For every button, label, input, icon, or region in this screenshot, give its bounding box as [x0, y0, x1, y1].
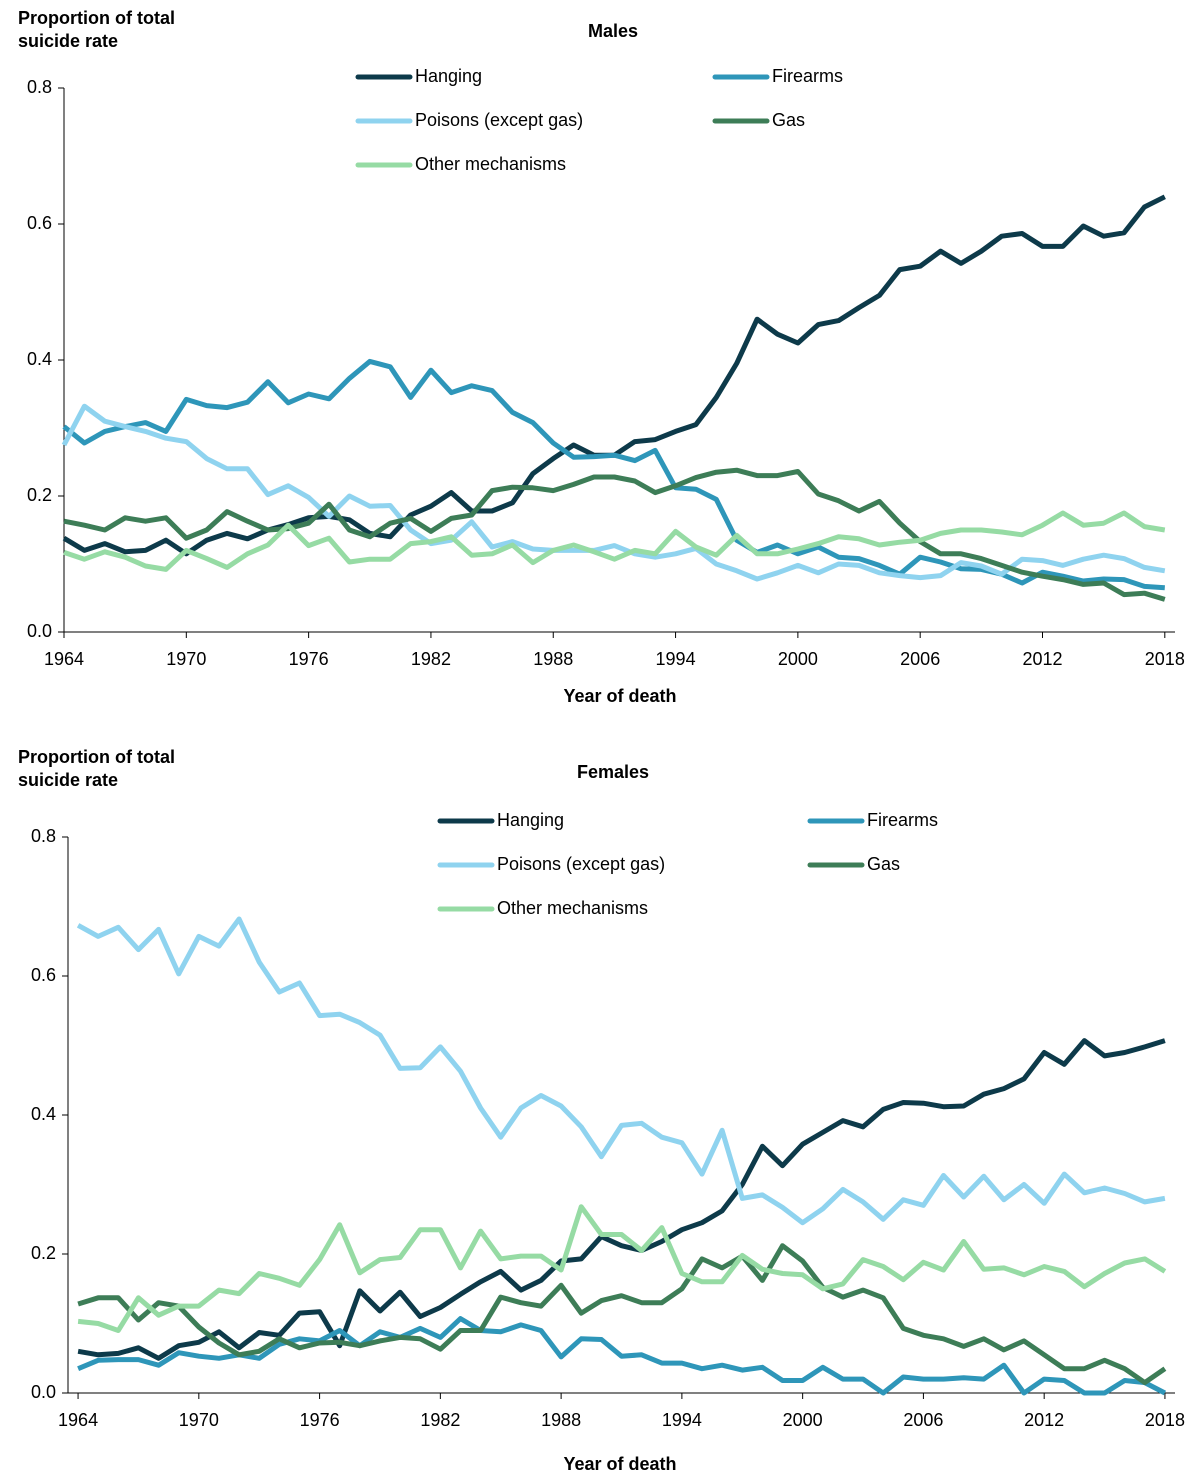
y-tick-label: 0.6 — [27, 213, 52, 233]
x-tick-label: 1994 — [662, 1410, 702, 1430]
x-tick-label: 2006 — [903, 1410, 943, 1430]
legend-label: Poisons (except gas) — [497, 854, 665, 874]
series-line — [61, 403, 1166, 582]
y-tick-label: 0.8 — [31, 826, 56, 846]
legend-label: Other mechanisms — [497, 898, 648, 918]
y-axis-title: Proportion of total suicide rate — [18, 747, 175, 790]
x-tick-label: 1982 — [411, 649, 451, 669]
series-line — [77, 1243, 1167, 1386]
x-axis-title: Year of death — [563, 686, 676, 706]
y-tick-label: 0.0 — [27, 621, 52, 641]
x-tick-label: 1964 — [44, 649, 84, 669]
x-tick-label: 2000 — [778, 649, 818, 669]
series-line — [77, 1038, 1166, 1361]
x-axis-title: Year of death — [563, 1454, 676, 1474]
x-tick-label: 1970 — [166, 649, 206, 669]
legend-label: Hanging — [415, 66, 482, 86]
series-line — [77, 1316, 1167, 1396]
x-tick-label: 1964 — [58, 1410, 98, 1430]
y-tick-label: 0.2 — [27, 485, 52, 505]
x-tick-label: 1976 — [300, 1410, 340, 1430]
x-tick-label: 1988 — [533, 649, 573, 669]
series-line — [62, 358, 1165, 591]
x-tick-label: 1988 — [541, 1410, 581, 1430]
x-tick-label: 2012 — [1024, 1410, 1064, 1430]
y-tick-label: 0.4 — [27, 349, 52, 369]
x-tick-label: 2012 — [1022, 649, 1062, 669]
series-line — [62, 194, 1166, 557]
legend-label: Hanging — [497, 810, 564, 830]
x-tick-label: 1970 — [179, 1410, 219, 1430]
series-line — [63, 510, 1166, 572]
legend-label: Gas — [772, 110, 805, 130]
y-tick-label: 0.6 — [31, 965, 56, 985]
chart-title: Females — [577, 762, 649, 782]
series-line — [77, 1204, 1167, 1333]
x-tick-label: 2006 — [900, 649, 940, 669]
series-line — [76, 916, 1166, 1226]
legend-label: Firearms — [867, 810, 938, 830]
x-tick-label: 1994 — [656, 649, 696, 669]
y-tick-label: 0.2 — [31, 1243, 56, 1263]
legend-label: Firearms — [772, 66, 843, 86]
series-line — [63, 467, 1166, 602]
y-tick-label: 0.0 — [31, 1382, 56, 1402]
x-tick-label: 1982 — [420, 1410, 460, 1430]
y-tick-label: 0.4 — [31, 1104, 56, 1124]
x-tick-label: 2018 — [1145, 1410, 1185, 1430]
legend-label: Poisons (except gas) — [415, 110, 583, 130]
y-axis-title: Proportion of total suicide rate — [18, 8, 175, 51]
legend-label: Gas — [867, 854, 900, 874]
x-tick-label: 1976 — [289, 649, 329, 669]
chart-title: Males — [588, 21, 638, 41]
legend-label: Other mechanisms — [415, 154, 566, 174]
x-tick-label: 2018 — [1145, 649, 1185, 669]
x-tick-label: 2000 — [783, 1410, 823, 1430]
y-tick-label: 0.8 — [27, 77, 52, 97]
